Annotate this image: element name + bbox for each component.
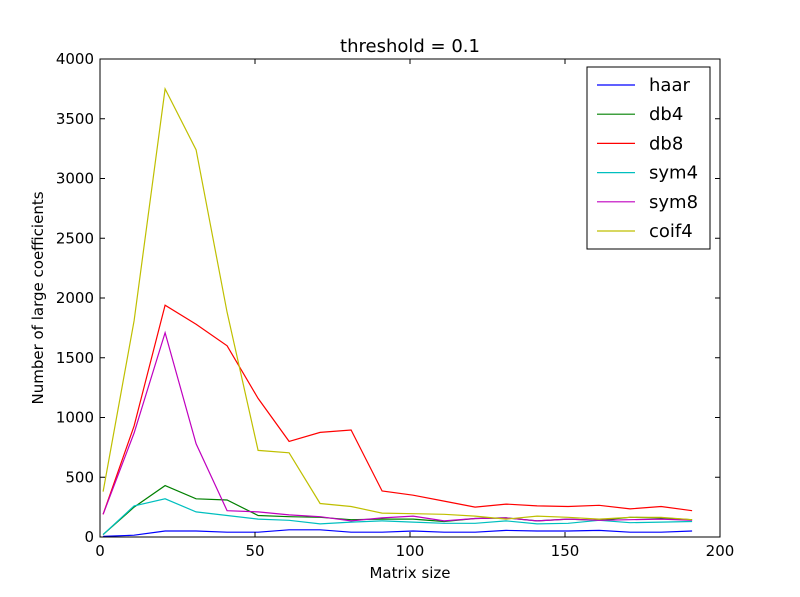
y-axis: 0 500 1000 1500 2000 2500 3000 3500 4000 bbox=[56, 50, 720, 546]
y-tick-label: 1000 bbox=[56, 409, 94, 427]
y-tick-label: 0 bbox=[84, 528, 94, 546]
x-axis: 0 50 100 150 200 bbox=[95, 59, 734, 560]
series-line-sym4 bbox=[102, 498, 693, 536]
series-line-haar bbox=[103, 529, 693, 537]
y-tick-label: 2000 bbox=[56, 289, 94, 307]
legend-label-db8: db8 bbox=[649, 133, 683, 154]
legend-label-haar: haar bbox=[649, 75, 690, 96]
legend: haar db4 db8 sym4 sym8 coif4 bbox=[586, 66, 711, 250]
legend-label-coif4: coif4 bbox=[649, 221, 693, 242]
x-tick-label: 100 bbox=[396, 542, 425, 560]
legend-label-db4: db4 bbox=[649, 104, 683, 125]
x-tick-label: 200 bbox=[706, 542, 735, 560]
plot-lines bbox=[102, 86, 693, 537]
y-tick-label: 1500 bbox=[56, 349, 94, 367]
chart-title: threshold = 0.1 bbox=[340, 36, 480, 57]
y-tick-label: 3500 bbox=[56, 110, 94, 128]
x-axis-label: Matrix size bbox=[369, 564, 450, 582]
y-tick-label: 2500 bbox=[56, 229, 94, 247]
y-axis-label: Number of large coefficients bbox=[29, 191, 47, 404]
y-tick-label: 3000 bbox=[56, 170, 94, 188]
x-tick-label: 50 bbox=[245, 542, 264, 560]
x-tick-label: 150 bbox=[551, 542, 580, 560]
legend-label-sym8: sym8 bbox=[649, 192, 698, 213]
series-line-coif4 bbox=[102, 86, 693, 521]
y-tick-label: 4000 bbox=[56, 50, 94, 68]
series-line-sym8 bbox=[102, 330, 693, 522]
legend-box bbox=[586, 66, 711, 250]
x-tick-label: 0 bbox=[95, 542, 105, 560]
y-tick-label: 500 bbox=[65, 468, 94, 486]
series-line-db8 bbox=[102, 304, 693, 515]
legend-label-sym4: sym4 bbox=[649, 163, 698, 184]
